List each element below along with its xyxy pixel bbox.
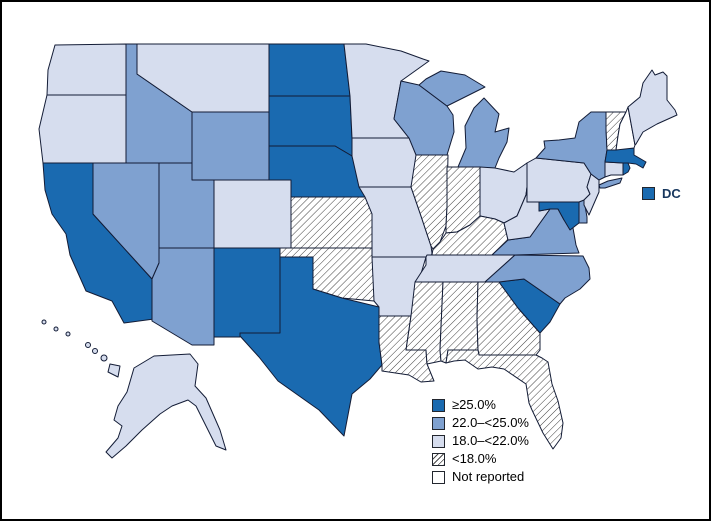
legend-swatch-18-22 bbox=[432, 434, 445, 448]
legend-label: ≥25.0% bbox=[452, 397, 496, 412]
legend-swatch-ge25 bbox=[432, 398, 445, 412]
state-wy bbox=[191, 111, 270, 181]
legend-swatch-not-reported bbox=[432, 470, 445, 484]
states-group bbox=[38, 43, 678, 459]
legend-swatch-lt18 bbox=[432, 452, 445, 466]
legend-swatch-22-25 bbox=[432, 416, 445, 430]
legend-item: 22.0–<25.0% bbox=[432, 416, 529, 430]
state-ri bbox=[622, 162, 631, 176]
state-ak bbox=[105, 353, 227, 459]
state-fl bbox=[445, 349, 564, 450]
state-ny-long-island bbox=[598, 177, 623, 189]
dc-callout: DC bbox=[642, 186, 681, 201]
legend-item: 18.0–<22.0% bbox=[432, 434, 529, 448]
state-nh bbox=[615, 106, 636, 151]
state-tx bbox=[239, 256, 383, 437]
state-nc bbox=[484, 254, 591, 305]
legend-item: ≥25.0% bbox=[432, 398, 529, 412]
state-nj bbox=[583, 173, 600, 216]
state-wa bbox=[46, 43, 127, 96]
legend-label: 22.0–<25.0% bbox=[452, 415, 529, 430]
legend-item: Not reported bbox=[432, 470, 529, 484]
state-hi-kauai bbox=[85, 342, 91, 348]
state-hi-maui bbox=[100, 354, 108, 362]
state-ak-aleutian-island bbox=[65, 331, 71, 337]
state-ia bbox=[351, 137, 422, 188]
legend-label: <18.0% bbox=[452, 451, 497, 466]
legend-item: <18.0% bbox=[432, 452, 529, 466]
legend-label: Not reported bbox=[452, 469, 525, 484]
state-hi-oahu bbox=[92, 348, 98, 354]
state-mi-upper-peninsula bbox=[418, 70, 486, 107]
legend-label: 18.0–<22.0% bbox=[452, 433, 529, 448]
state-ma bbox=[604, 147, 647, 169]
state-mi bbox=[457, 97, 510, 169]
state-or bbox=[38, 94, 127, 164]
dc-swatch bbox=[642, 187, 655, 200]
state-hi-big-island bbox=[107, 363, 121, 378]
state-co bbox=[213, 179, 292, 249]
state-ks bbox=[290, 196, 373, 249]
state-ct bbox=[604, 161, 624, 178]
legend: ≥25.0% 22.0–<25.0% 18.0–<22.0% <18.0% No… bbox=[432, 398, 529, 484]
state-az bbox=[151, 247, 215, 346]
state-me bbox=[627, 69, 678, 146]
state-pa bbox=[526, 157, 592, 203]
state-nd bbox=[268, 43, 351, 97]
state-ak-aleutian-island bbox=[41, 319, 47, 325]
state-ak-aleutian-island bbox=[53, 326, 59, 332]
state-nm bbox=[213, 247, 281, 338]
dc-callout-label: DC bbox=[662, 186, 681, 201]
